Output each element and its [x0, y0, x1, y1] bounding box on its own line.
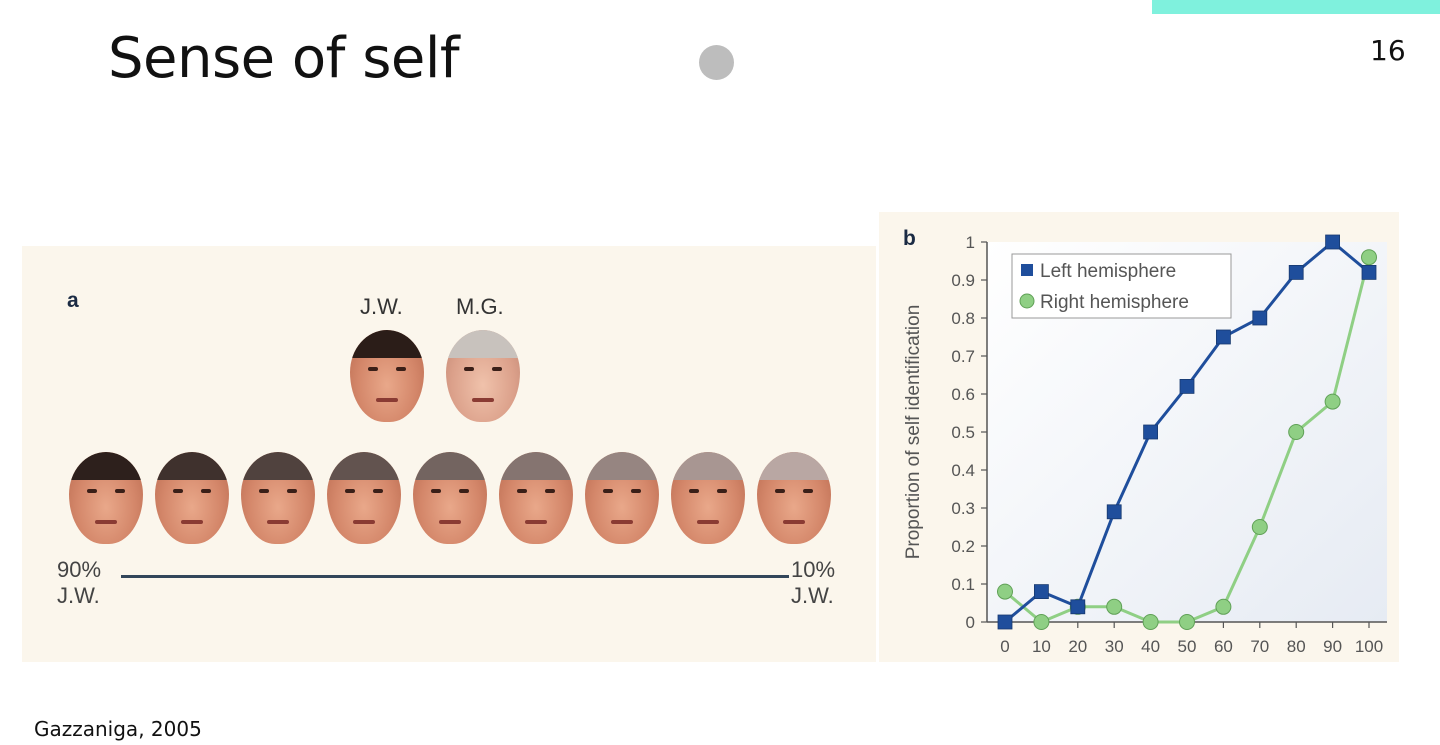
morph-right-label: 10% J.W.	[791, 557, 835, 609]
decorative-dot	[699, 45, 734, 80]
data-point	[1033, 614, 1050, 630]
data-point	[1033, 584, 1049, 600]
data-point	[1215, 329, 1231, 345]
morph-face	[413, 452, 487, 544]
legend-label: Left hemisphere	[1040, 261, 1176, 282]
data-point	[1179, 378, 1195, 394]
x-tick-label: 0	[1000, 637, 1009, 656]
y-tick-label: 1	[966, 233, 975, 252]
y-tick-label: 0.2	[951, 537, 975, 556]
x-tick-label: 80	[1287, 637, 1306, 656]
data-point	[1288, 424, 1305, 440]
x-tick-label: 10	[1032, 637, 1051, 656]
data-point	[1361, 265, 1377, 280]
data-point	[1142, 614, 1159, 630]
legend-marker	[1019, 293, 1035, 309]
citation: Gazzaniga, 2005	[34, 717, 202, 741]
legend-marker	[1021, 264, 1033, 276]
y-tick-label: 0.3	[951, 499, 975, 518]
panel-b-letter: b	[903, 227, 916, 250]
data-point	[1106, 598, 1123, 615]
slide-number: 16	[1370, 34, 1406, 67]
morph-face	[757, 452, 831, 544]
morph-left-percent: 90%	[57, 557, 102, 582]
data-point	[1070, 599, 1086, 615]
data-point	[1251, 519, 1268, 535]
morph-left-label: 90% J.W.	[57, 557, 101, 609]
morph-right-percent: 10%	[791, 557, 836, 582]
data-point	[1215, 598, 1232, 615]
data-point	[1288, 265, 1304, 280]
legend-box	[1011, 253, 1232, 319]
x-tick-label: 40	[1141, 637, 1160, 656]
data-point	[997, 583, 1013, 600]
x-tick-label: 30	[1105, 637, 1124, 656]
morph-face	[671, 452, 745, 544]
y-tick-label: 0.8	[951, 309, 975, 328]
morph-face	[155, 452, 229, 544]
data-point	[1361, 249, 1377, 266]
morph-right-name: J.W.	[791, 583, 834, 608]
y-tick-label: 0	[966, 613, 975, 632]
morph-face	[585, 452, 659, 544]
face-mg	[446, 330, 520, 422]
x-tick-label: 60	[1214, 637, 1233, 656]
label-mg: M.G.	[456, 294, 504, 319]
data-point	[1106, 504, 1122, 520]
y-tick-label: 0.9	[951, 271, 975, 290]
label-jw: J.W.	[360, 294, 403, 319]
y-tick-label: 0.5	[951, 423, 975, 442]
x-tick-label: 90	[1323, 637, 1342, 656]
x-tick-label: 50	[1178, 637, 1197, 656]
data-point	[1324, 393, 1341, 410]
y-axis-label: Proportion of self identification	[903, 305, 924, 560]
y-tick-label: 0.7	[951, 347, 975, 366]
y-tick-label: 0.4	[951, 461, 975, 480]
line-chart: 00.10.20.30.40.50.60.70.80.910 10 20 30 40 50…	[903, 227, 1387, 656]
data-point	[1143, 424, 1159, 440]
slide-title: Sense of self	[108, 26, 460, 91]
morph-left-name: J.W.	[57, 583, 100, 608]
x-tick-label: 100	[1355, 637, 1383, 656]
morph-face	[69, 452, 143, 544]
morph-face	[499, 452, 573, 544]
data-point	[1325, 234, 1341, 250]
x-tick-label: 70	[1250, 637, 1269, 656]
panel-a-letter: a	[67, 289, 79, 312]
y-tick-label: 0.1	[951, 575, 975, 594]
data-point	[1179, 614, 1195, 630]
data-point	[1252, 310, 1268, 326]
morph-scale-line	[121, 575, 789, 578]
y-tick-label: 0.6	[951, 385, 975, 404]
accent-bar	[1152, 0, 1440, 14]
morph-face	[241, 452, 315, 544]
face-jw	[350, 330, 424, 422]
data-point	[997, 614, 1013, 630]
x-tick-label: 20	[1068, 637, 1087, 656]
morph-face	[327, 452, 401, 544]
legend-label: Right hemisphere	[1040, 292, 1189, 313]
